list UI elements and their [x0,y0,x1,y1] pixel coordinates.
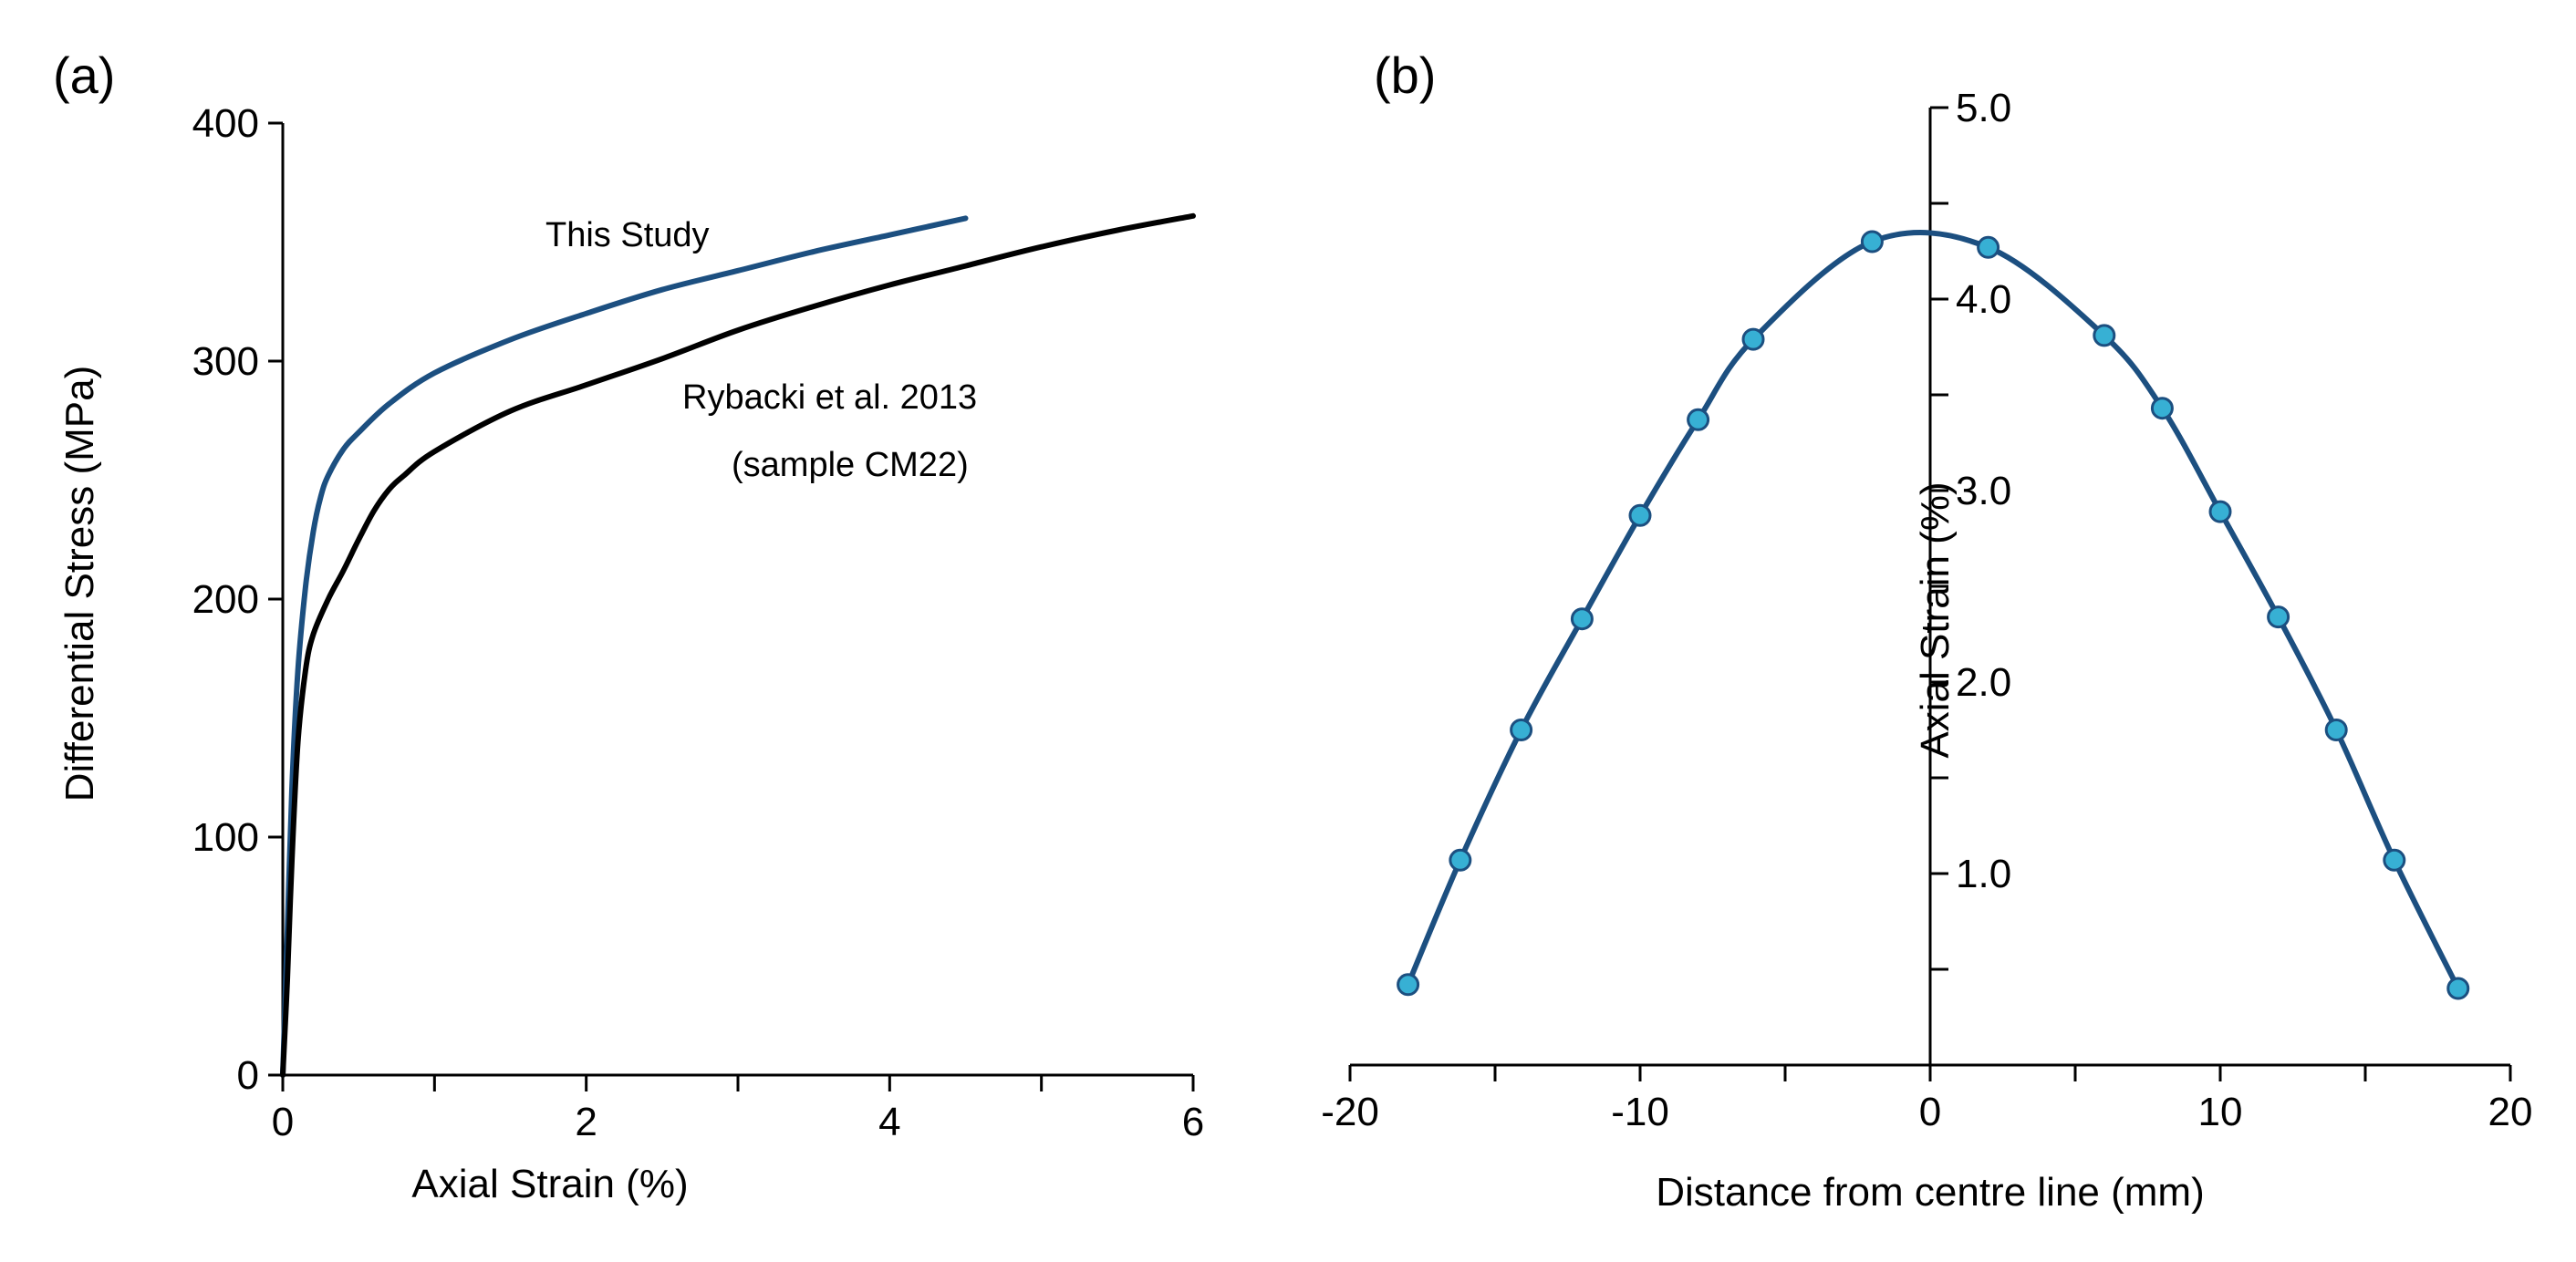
b-x-tick-label: -20 [1321,1090,1379,1134]
rybacki-annotation: Rybacki et al. 2013 [682,378,977,417]
data-point [1397,973,1420,997]
data-point [1510,719,1533,741]
b-y-tick-label: 2.0 [1956,660,2011,705]
data-point [2093,324,2116,347]
panel-a: (a) Differential Stress (MPa) Axial Stra… [53,47,1204,1206]
a-x-tick-label: 2 [575,1100,597,1144]
panel-b-axes: -20 -10 0 10 20 1.0 2.0 3.0 4.0 5.0 [1321,86,2532,1134]
a-y-tick-label: 0 [237,1053,259,1098]
panel-a-label: (a) [53,47,115,104]
a-x-tick-label: 0 [272,1100,294,1144]
panel-b-series [1405,230,2461,991]
data-point [1449,848,1472,872]
data-point [2267,605,2290,629]
a-y-tick-label: 200 [192,577,259,622]
rybacki-line [280,212,1196,1078]
b-x-tick-label: 0 [1919,1090,1941,1134]
this-study-annotation: This Study [545,216,710,254]
panel-b-label: (b) [1374,47,1436,104]
b-x-tick-label: 10 [2198,1090,2243,1134]
panel-a-series [280,212,1196,1078]
data-point [2446,977,2470,1000]
b-x-tick-label: 20 [2488,1090,2533,1134]
data-point [1570,607,1594,631]
a-y-tick-label: 100 [192,815,259,860]
this-study-line [280,215,969,1078]
panel-a-axes: 0 100 200 300 400 0 2 4 6 [192,101,1205,1144]
a-y-tick-label: 300 [192,339,259,384]
panel-a-y-axis-label: Differential Stress (MPa) [57,366,102,802]
data-point [1860,230,1884,253]
axial-strain-line [1405,230,2461,991]
panel-a-x-axis-label: Axial Strain (%) [411,1162,688,1206]
a-x-tick-label: 6 [1182,1100,1204,1144]
data-point [1977,235,2000,259]
data-point [2150,397,2174,420]
b-y-tick-label: 1.0 [1956,852,2011,896]
b-y-tick-label: 4.0 [1956,277,2011,322]
b-y-tick-label: 5.0 [1956,86,2011,130]
data-point [1628,503,1652,527]
data-point [2208,500,2232,523]
panel-b-y-axis-label: Axial Strain (%) [1913,481,1958,758]
panel-b-markers [1397,230,2470,1000]
b-x-tick-label: -10 [1611,1090,1669,1134]
data-point [2383,848,2406,872]
data-point [1741,327,1765,351]
a-y-tick-label: 400 [192,101,259,146]
data-point [1687,408,1710,431]
data-point [2324,719,2348,741]
rybacki-sample-annotation: (sample CM22) [732,446,969,484]
b-y-tick-label: 3.0 [1956,469,2011,513]
panel-b-x-axis-label: Distance from centre line (mm) [1656,1170,2204,1215]
a-x-tick-label: 4 [878,1100,900,1144]
panel-b: (b) Axial Strain (%) Distance from centr… [1321,47,2532,1215]
